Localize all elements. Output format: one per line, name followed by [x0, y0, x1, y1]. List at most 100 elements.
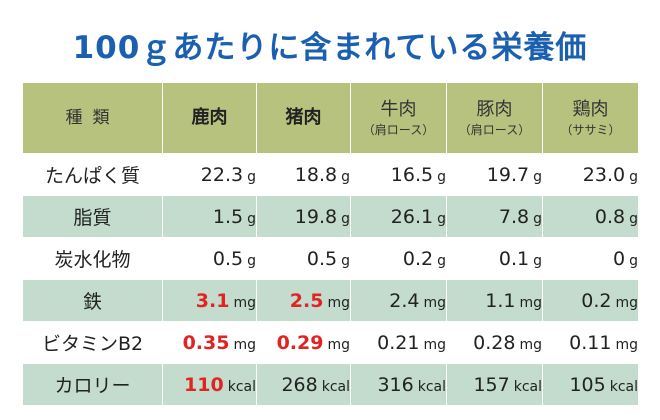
table-cell: 19.7 g	[446, 153, 543, 196]
cell-unit: kcal	[513, 378, 542, 395]
table-cell: 16.5 g	[350, 153, 447, 196]
cell-value: 19.7	[486, 163, 530, 186]
cell-unit: g	[341, 168, 350, 185]
table-cell: 0.2 g	[350, 237, 447, 280]
cell-unit: g	[629, 168, 638, 185]
cell-value: 0.8	[594, 205, 626, 228]
cell-value: 0.2	[402, 247, 434, 270]
table-cell: 0.21 mg	[350, 321, 447, 364]
cell-unit: mg	[423, 294, 446, 311]
cell-value: 0.11	[569, 331, 612, 354]
cell-value: 1.1	[485, 289, 516, 312]
table-row: たんぱく質 22.3 g 18.8 g 16.5 g 19.7 g 23.0 g	[22, 153, 639, 196]
table-cell: 110 kcal	[162, 363, 257, 406]
table-cell: 1.5 g	[162, 195, 257, 238]
cell-unit: g	[437, 210, 446, 227]
table-cell: 18.8 g	[256, 153, 351, 196]
table-cell: 0.11 mg	[542, 321, 639, 364]
header-sublabel: （ササミ）	[560, 122, 621, 137]
cell-unit: mg	[519, 336, 542, 353]
header-pork: 豚肉 （肩ロース）	[446, 82, 543, 154]
table-cell: 157 kcal	[446, 363, 543, 406]
cell-unit: g	[247, 168, 256, 185]
header-label: 豚肉	[476, 98, 513, 120]
table-row: ビタミンB2 0.35 mg 0.29 mg 0.21 mg 0.28 mg 0.11 mg	[22, 321, 639, 364]
header-sublabel: （肩ロース）	[362, 122, 435, 137]
cell-value: 0.5	[306, 247, 338, 270]
table-cell: 0.5 g	[162, 237, 257, 280]
cell-unit: g	[247, 252, 256, 269]
table-row: 脂質 1.5 g 19.8 g 26.1 g 7.8 g 0.8 g	[22, 195, 639, 238]
cell-value: 3.1	[195, 289, 230, 312]
cell-unit: mg	[327, 294, 350, 311]
cell-unit: mg	[233, 294, 256, 311]
cell-value: 0.5	[212, 247, 244, 270]
header-sublabel: （肩ロース）	[458, 122, 531, 137]
cell-unit: mg	[327, 336, 350, 353]
table-cell: 0.8 g	[542, 195, 639, 238]
table-cell: 1.1 mg	[446, 279, 543, 322]
cell-unit: kcal	[417, 378, 446, 395]
header-label: 牛肉	[380, 98, 417, 120]
table-cell: 0.1 g	[446, 237, 543, 280]
cell-value: 16.5	[390, 163, 434, 186]
table-cell: 22.3 g	[162, 153, 257, 196]
cell-unit: g	[533, 252, 542, 269]
cell-unit: g	[533, 210, 542, 227]
table-cell: 7.8 g	[446, 195, 543, 238]
table-cell: 0.28 mg	[446, 321, 543, 364]
row-label: 炭水化物	[22, 237, 163, 280]
cell-value: 19.8	[294, 205, 338, 228]
table-cell: 0.35 mg	[162, 321, 257, 364]
header-chicken: 鶏肉 （ササミ）	[542, 82, 639, 154]
cell-unit: mg	[615, 336, 638, 353]
cell-value: 23.0	[582, 163, 626, 186]
cell-value: 2.4	[389, 289, 420, 312]
cell-unit: g	[341, 252, 350, 269]
cell-unit: g	[341, 210, 350, 227]
cell-value: 22.3	[200, 163, 244, 186]
cell-value: 0.28	[473, 331, 516, 354]
cell-unit: g	[533, 168, 542, 185]
cell-unit: kcal	[609, 378, 638, 395]
header-beef: 牛肉 （肩ロース）	[350, 82, 447, 154]
row-label: たんぱく質	[22, 153, 163, 196]
table-row: カロリー 110 kcal 268 kcal 316 kcal 157 kcal 105 kcal	[22, 363, 639, 406]
cell-value: 0.29	[276, 331, 324, 354]
cell-value: 18.8	[294, 163, 338, 186]
cell-value: 110	[184, 373, 224, 396]
cell-value: 268	[281, 373, 318, 396]
cell-unit: mg	[615, 294, 638, 311]
cell-unit: mg	[233, 336, 256, 353]
table-cell: 268 kcal	[256, 363, 351, 406]
cell-value: 0.35	[182, 331, 230, 354]
row-label: 鉄	[22, 279, 163, 322]
cell-unit: g	[437, 252, 446, 269]
nutrition-table: 種類 鹿肉 猪肉 牛肉 （肩ロース） 豚肉 （肩ロース） 鶏肉 （ササミ） たん…	[22, 82, 639, 406]
cell-value: 157	[473, 373, 510, 396]
table-cell: 0.5 g	[256, 237, 351, 280]
table-cell: 2.5 mg	[256, 279, 351, 322]
cell-unit: mg	[423, 336, 446, 353]
cell-unit: kcal	[227, 378, 256, 395]
cell-value: 2.5	[289, 289, 324, 312]
header-venison: 鹿肉	[162, 82, 257, 154]
header-label: 種類	[65, 108, 120, 128]
header-boar: 猪肉	[256, 82, 351, 154]
table-cell: 19.8 g	[256, 195, 351, 238]
cell-value: 0.1	[498, 247, 530, 270]
row-label: 脂質	[22, 195, 163, 238]
table-cell: 2.4 mg	[350, 279, 447, 322]
table-body: たんぱく質 22.3 g 18.8 g 16.5 g 19.7 g 23.0 g 脂質 1.5 g 19.8…	[22, 153, 639, 406]
header-type: 種類	[22, 82, 163, 154]
table-cell: 105 kcal	[542, 363, 639, 406]
cell-value: 0.2	[581, 289, 612, 312]
cell-unit: g	[629, 210, 638, 227]
table-cell: 3.1 mg	[162, 279, 257, 322]
row-label: カロリー	[22, 363, 163, 406]
table-cell: 26.1 g	[350, 195, 447, 238]
table-cell: 0.29 mg	[256, 321, 351, 364]
table-row: 炭水化物 0.5 g 0.5 g 0.2 g 0.1 g 0 g	[22, 237, 639, 280]
table-header-row: 種類 鹿肉 猪肉 牛肉 （肩ロース） 豚肉 （肩ロース） 鶏肉 （ササミ）	[22, 82, 639, 154]
